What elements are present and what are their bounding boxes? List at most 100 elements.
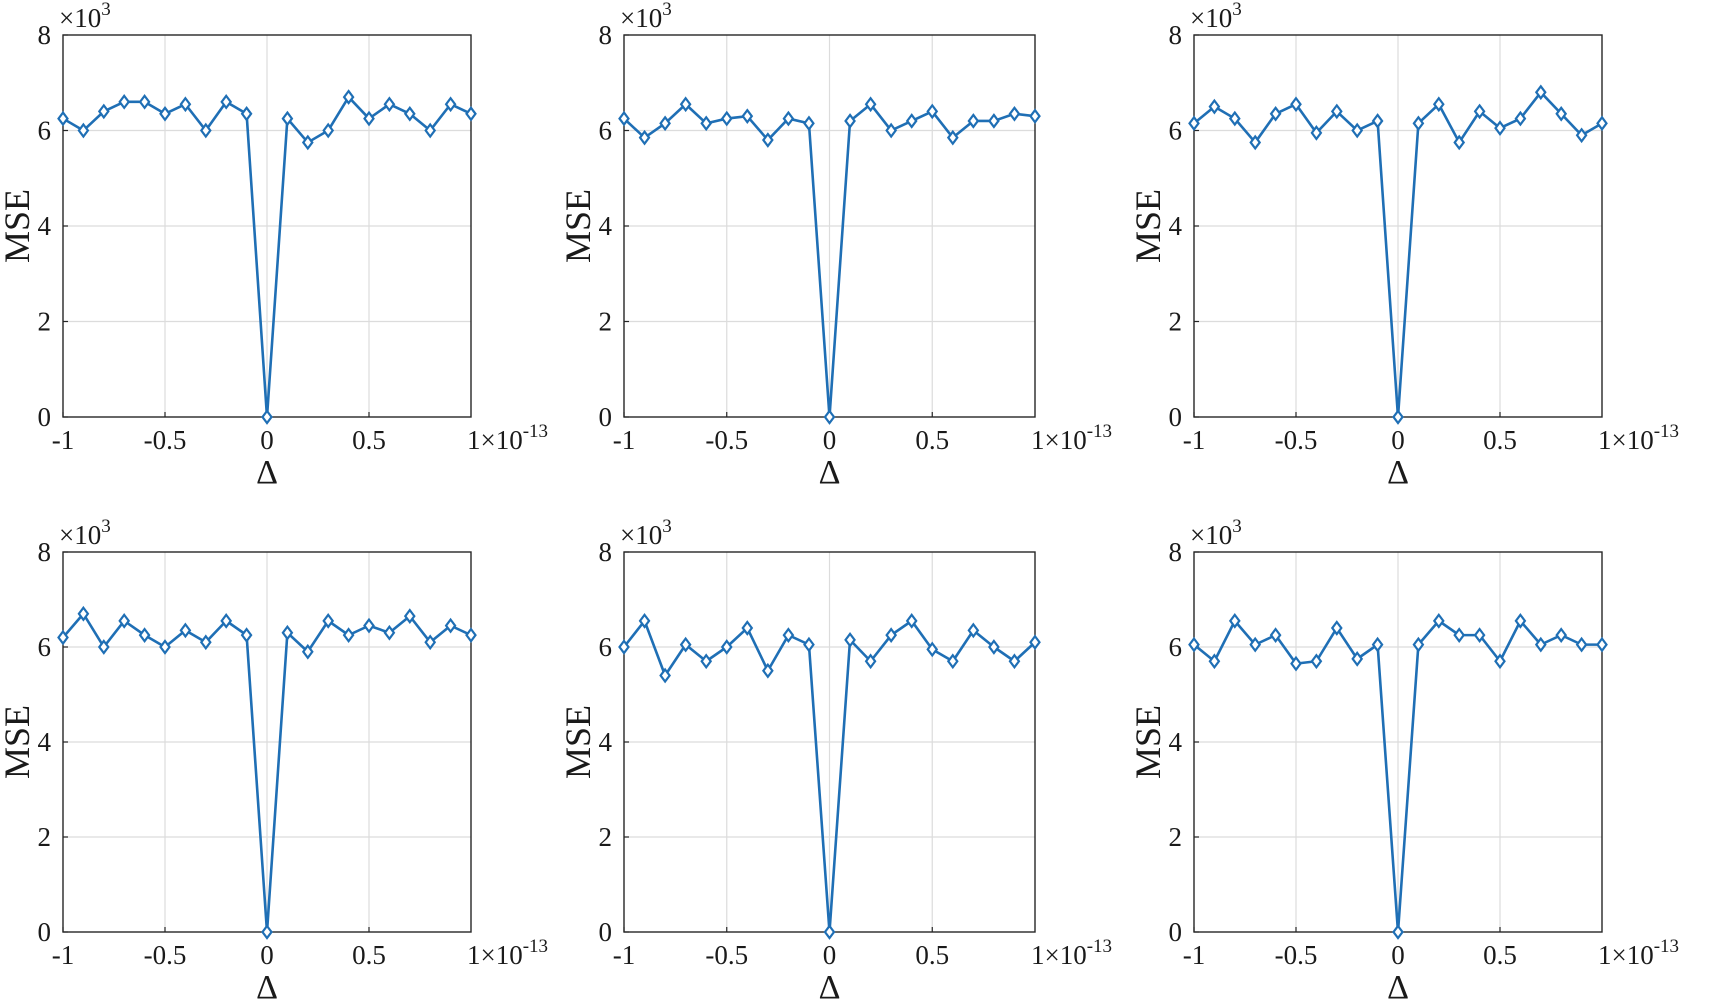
data-point (444, 617, 457, 634)
data-point (424, 122, 437, 139)
x-tick-label: 0.5 (915, 425, 949, 455)
data-point (1249, 636, 1262, 653)
data-point (383, 624, 396, 641)
data-point (823, 409, 836, 425)
data-point (823, 924, 836, 940)
y-tick-label: 4 (38, 211, 52, 241)
x-tick-label: 0.5 (915, 940, 949, 970)
y-tick-label: 4 (599, 727, 613, 757)
y-tick-label: 6 (1169, 632, 1183, 662)
data-point (926, 641, 939, 658)
data-point (988, 113, 1000, 129)
data-point (803, 636, 815, 653)
y-tick-label: 8 (1169, 20, 1183, 50)
data-point (363, 110, 375, 127)
data-point (342, 89, 355, 105)
chart-panel-top-middle: -1 -0.5 0 0.5 1×10-13 0 2 4 6 8×103 Δ MSE (558, 0, 1112, 491)
y-multiplier-label: ×103 (620, 516, 672, 550)
data-point (946, 129, 959, 146)
data-point (1008, 105, 1021, 122)
data-point (403, 105, 416, 122)
y-multiplier-label: ×103 (59, 0, 111, 33)
x-axis-label: Δ (256, 969, 278, 1005)
y-tick-label: 8 (38, 537, 52, 567)
x-axis-label: Δ (819, 454, 841, 491)
data-point (77, 605, 90, 622)
x-tick-label: -0.5 (705, 940, 748, 970)
y-tick-label: 8 (599, 537, 613, 567)
data-point (97, 639, 110, 655)
data-point (618, 639, 630, 655)
x-tick-label: -0.5 (1275, 425, 1318, 455)
x-tick-label: -0.5 (144, 425, 187, 455)
data-point (1228, 613, 1241, 629)
data-point (761, 132, 774, 148)
data-point (342, 627, 355, 643)
x-tick-label: 0.5 (1483, 425, 1517, 455)
data-point (363, 617, 375, 634)
data-point (659, 115, 671, 132)
y-tick-label: 8 (38, 20, 52, 50)
data-point (1575, 127, 1588, 144)
y-axis-label: MSE (1128, 705, 1168, 779)
x-tick-label: 0.5 (352, 940, 386, 970)
chart-panel-bottom-left: -1 -0.5 0 0.5 1×10-13 0 2 4 6 8×103 Δ MSE (0, 516, 548, 1005)
data-point (240, 627, 253, 643)
y-tick-label: 2 (599, 822, 613, 852)
data-point (720, 639, 733, 655)
data-point (782, 110, 795, 127)
chart-panel-top-right: -1 -0.5 0 0.5 1×10-13 0 2 4 6 8×103 Δ MSE (1128, 0, 1679, 491)
data-point (741, 108, 754, 125)
x-tick-label: -1 (1183, 425, 1206, 455)
data-point (1432, 96, 1445, 113)
data-point (118, 94, 131, 110)
x-tick-label: 0 (1391, 940, 1405, 970)
data-point (1473, 627, 1486, 643)
x-axis-label: Δ (1387, 969, 1409, 1005)
y-tick-label: 4 (1169, 211, 1183, 241)
data-point (159, 639, 171, 655)
x-axis-label: Δ (819, 969, 841, 1005)
data-point (1208, 653, 1221, 670)
x-tick-label: 0 (1391, 425, 1405, 455)
x-tick-label: -1 (613, 940, 636, 970)
data-point (1555, 105, 1568, 122)
y-axis-label: MSE (558, 705, 598, 779)
data-point (1351, 122, 1364, 139)
x-tick-label: -1 (52, 940, 75, 970)
y-tick-label: 4 (599, 211, 613, 241)
chart-panel-bottom-right: -1 -0.5 0 0.5 1×10-13 0 2 4 6 8×103 Δ MSE (1128, 516, 1679, 1005)
data-point (679, 636, 692, 653)
data-point (700, 653, 713, 670)
data-point (946, 653, 959, 670)
data-point (77, 122, 90, 139)
data-point (1188, 115, 1200, 132)
x-multiplier-label: 1×10-13 (467, 421, 548, 455)
y-tick-label: 6 (599, 632, 613, 662)
chart-panel-bottom-middle: -1 -0.5 0 0.5 1×10-13 0 2 4 6 8×103 Δ MSE (558, 516, 1112, 1005)
data-point (700, 115, 713, 132)
y-tick-label: 0 (38, 402, 52, 432)
data-point (1029, 634, 1041, 651)
data-point (1371, 636, 1384, 653)
data-point (57, 110, 69, 127)
data-point (444, 96, 457, 113)
data-point (864, 653, 877, 670)
data-point (1596, 115, 1608, 132)
x-tick-label: -0.5 (705, 425, 748, 455)
data-point (465, 105, 477, 122)
y-tick-label: 0 (1169, 402, 1183, 432)
data-point (618, 110, 630, 127)
data-point (199, 122, 212, 139)
data-point (322, 613, 335, 629)
data-point (1392, 924, 1404, 940)
data-point (1269, 105, 1282, 122)
y-tick-label: 0 (1169, 917, 1183, 947)
x-tick-label: 0.5 (352, 425, 386, 455)
data-point (465, 627, 477, 643)
x-multiplier-label: 1×10-13 (1598, 421, 1679, 455)
y-tick-label: 0 (599, 917, 613, 947)
data-point (1249, 134, 1262, 151)
data-point (1412, 636, 1425, 653)
